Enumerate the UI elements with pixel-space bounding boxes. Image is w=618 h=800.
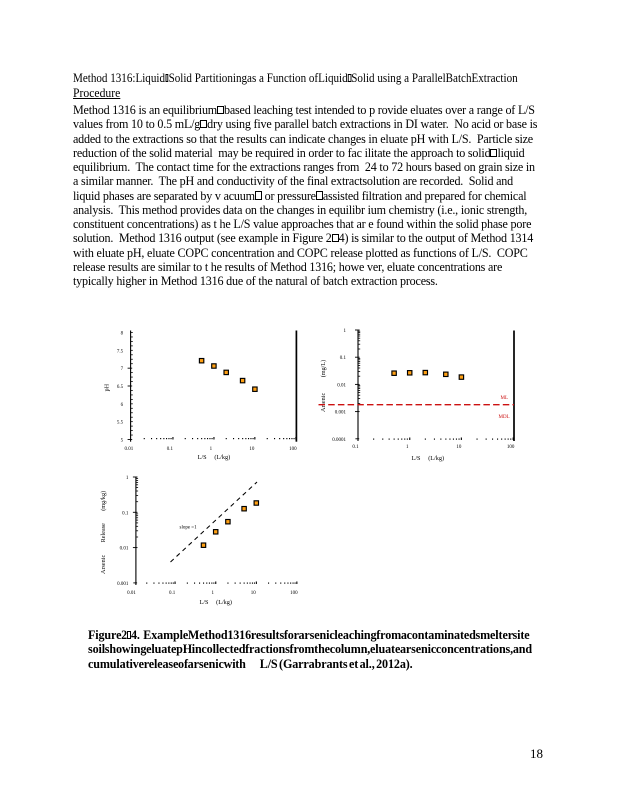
svg-text:0.01: 0.01 bbox=[120, 547, 129, 552]
svg-text:0.01: 0.01 bbox=[125, 447, 134, 452]
svg-text:1: 1 bbox=[406, 445, 409, 450]
svg-text:8: 8 bbox=[121, 332, 124, 337]
svg-text:0.01: 0.01 bbox=[337, 383, 346, 388]
svg-text:5.5: 5.5 bbox=[117, 421, 124, 426]
svg-text:6.5: 6.5 bbox=[117, 385, 124, 390]
svg-text:6: 6 bbox=[121, 403, 124, 408]
svg-text:0.1: 0.1 bbox=[169, 591, 176, 596]
svg-text:L/S (L/kg): L/S (L/kg) bbox=[198, 454, 230, 461]
svg-text:5: 5 bbox=[121, 439, 124, 444]
svg-text:1: 1 bbox=[211, 591, 214, 596]
svg-text:1: 1 bbox=[126, 476, 129, 481]
svg-text:0.0001: 0.0001 bbox=[332, 438, 346, 443]
svg-text:1: 1 bbox=[344, 329, 347, 334]
svg-text:10: 10 bbox=[251, 591, 256, 596]
svg-text:MDL: MDL bbox=[499, 415, 510, 420]
svg-text:Arsenic (mg/L): Arsenic (mg/L) bbox=[320, 360, 327, 412]
svg-text:0.1: 0.1 bbox=[167, 447, 174, 452]
svg-text:100: 100 bbox=[507, 445, 515, 450]
svg-text:pH: pH bbox=[104, 383, 111, 391]
svg-text:0.1: 0.1 bbox=[340, 356, 347, 361]
svg-text:10: 10 bbox=[249, 447, 255, 452]
svg-text:ML: ML bbox=[501, 396, 509, 401]
svg-text:slope =1: slope =1 bbox=[180, 526, 198, 531]
svg-text:10: 10 bbox=[456, 445, 462, 450]
svg-text:Arsenic Release: Arsenic Release (mg/kg) bbox=[100, 491, 107, 574]
svg-text:0.01: 0.01 bbox=[127, 591, 136, 596]
svg-text:100: 100 bbox=[289, 447, 297, 452]
svg-text:0.001: 0.001 bbox=[117, 582, 129, 587]
svg-text:100: 100 bbox=[290, 591, 298, 596]
svg-text:7.5: 7.5 bbox=[117, 349, 124, 354]
svg-text:L/S (L/kg): L/S (L/kg) bbox=[412, 455, 444, 462]
svg-text:0.1: 0.1 bbox=[352, 445, 359, 450]
svg-text:0.001: 0.001 bbox=[335, 411, 347, 416]
svg-text:1: 1 bbox=[210, 447, 213, 452]
svg-text:7: 7 bbox=[121, 367, 124, 372]
svg-text:L/S (L/kg): L/S (L/kg) bbox=[199, 599, 231, 606]
svg-text:0.1: 0.1 bbox=[122, 511, 129, 516]
